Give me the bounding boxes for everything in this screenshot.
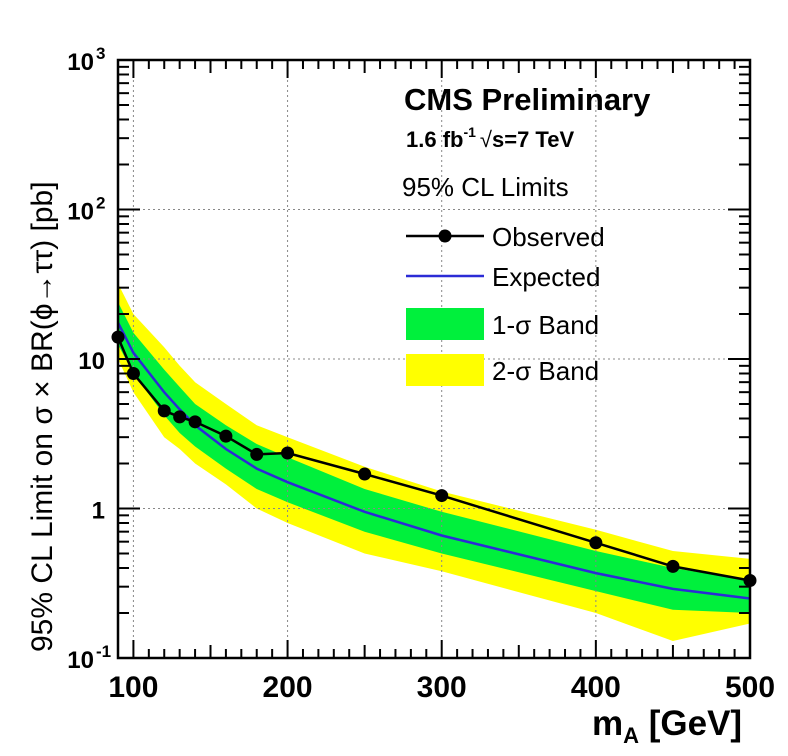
chart-title: CMS Preliminary [404,82,651,117]
bands-layer [118,283,750,641]
y-tick-label: 10 [67,49,94,76]
y-tick-label: 10 [67,199,94,226]
lines-layer [111,322,757,600]
observed-point [358,467,372,481]
y-axis-title: 95% CL Limit on σ × BR(ϕ→ττ) [pb] [26,181,59,652]
observed-point [173,410,187,424]
legend: 95% CL Limits Observed Expected 1-σ Band 2-… [402,172,605,386]
x-tick-label: 300 [417,671,467,704]
sqrt-symbol: √ [480,127,493,152]
chart-subtitle: 1.6 fb-1 √s=7 TeV [406,124,574,152]
y-tick-label: 10 [67,647,94,674]
observed-point [157,404,171,418]
energy-text: s=7 TeV [492,127,574,152]
plot-frame [116,58,752,660]
observed-point [281,446,295,460]
x-tick-label: 500 [725,671,775,704]
legend-header: 95% CL Limits [402,172,569,202]
legend-label-observed: Observed [492,222,605,252]
expected-line [116,322,751,600]
y-tick-exponent: 3 [96,44,105,63]
x-tick-label: 200 [263,671,313,704]
observed-point [219,429,233,443]
legend-observed-marker [438,229,452,243]
legend-band2-swatch [406,354,484,386]
x-axis-title-unit: [GeV] [639,704,742,743]
observed-point [589,536,603,550]
y-tick-exponent: -1 [96,642,111,661]
band-1sigma [118,302,750,613]
observed-point [435,489,449,503]
observed-point [126,366,140,380]
observed-point [250,447,264,461]
legend-label-expected: Expected [492,262,600,292]
x-axis-title: mA [GeV] [592,704,742,748]
x-tick-label: 100 [108,671,158,704]
x-axis-title-sub: A [623,723,639,748]
x-axis-title-main: m [592,704,623,743]
y-tick-exponent: 2 [96,194,105,213]
ticks-layer [118,60,751,659]
x-tick-label: 400 [571,671,621,704]
legend-label-band2: 2-σ Band [492,356,599,386]
luminosity-text: 1.6 fb [406,127,463,152]
y-tick-label: 10 [78,348,105,375]
legend-band1-swatch [406,308,484,340]
legend-label-band1: 1-σ Band [492,310,599,340]
observed-point [188,415,202,429]
luminosity-exponent: -1 [463,124,476,140]
y-tick-label: 1 [92,498,105,525]
observed-point [666,559,680,573]
